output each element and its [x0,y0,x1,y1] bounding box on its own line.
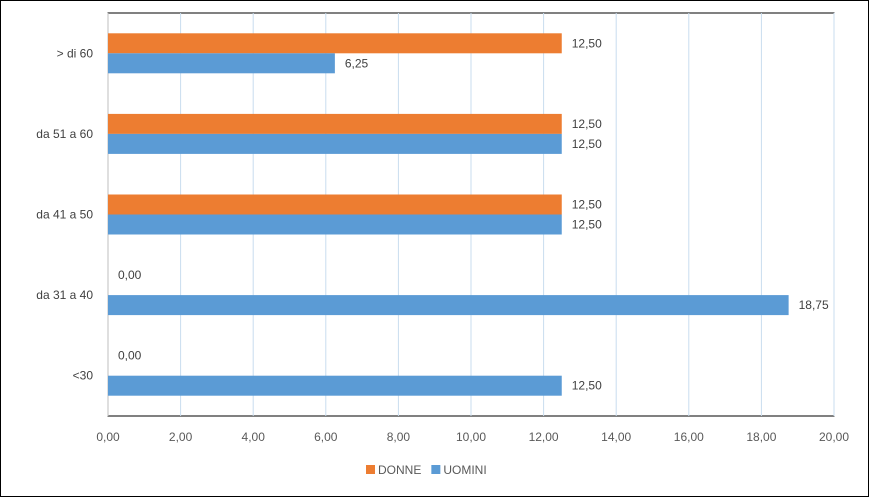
data-label-uomini: 6,25 [345,56,369,70]
y-category-label: da 31 a 40 [36,288,93,302]
data-label-uomini: 12,50 [572,137,602,151]
bar-donne [108,113,562,134]
data-label-uomini: 12,50 [572,379,602,393]
x-tick-label: 18,00 [746,430,776,444]
y-axis-categories: > di 60 da 51 a 60 da 41 a 50 da 31 a 40 <30 [36,46,93,382]
x-tick-label: 2,00 [169,430,193,444]
data-label-uomini: 18,75 [799,298,829,312]
bar-uomini [108,375,562,396]
legend-label-uomini: UOMINI [443,463,486,477]
x-tick-label: 14,00 [601,430,631,444]
x-tick-label: 6,00 [314,430,338,444]
x-tick-label: 0,00 [96,430,120,444]
x-tick-label: 10,00 [456,430,486,444]
data-label-donne: 12,50 [572,198,602,212]
y-category-label: da 41 a 50 [36,208,93,222]
data-labels: 12,50 6,25 12,50 12,50 12,50 12,50 0,00 18,75 0,… [118,36,829,392]
legend: DONNE UOMINI [366,463,487,477]
data-label-donne: 0,00 [118,349,142,363]
bar-donne [108,33,562,54]
x-tick-label: 4,00 [242,430,266,444]
data-label-donne: 12,50 [572,36,602,50]
x-tick-label: 12,00 [529,430,559,444]
data-label-donne: 0,00 [118,268,142,282]
x-tick-label: 16,00 [674,430,704,444]
x-tick-label: 8,00 [387,430,411,444]
bar-uomini [108,214,562,235]
legend-swatch-donne [366,465,375,474]
y-category-label: <30 [73,369,94,383]
bars [108,33,789,396]
bar-uomini [108,53,335,74]
bar-uomini [108,133,562,154]
x-tick-label: 20,00 [819,430,849,444]
y-category-label: da 51 a 60 [36,127,93,141]
bar-uomini [108,295,789,316]
x-axis-ticks: 0,00 2,00 4,00 6,00 8,00 10,00 12,00 14,00 16,00… [96,430,849,444]
bar-donne [108,194,562,215]
y-category-label: > di 60 [57,46,94,60]
data-label-uomini: 12,50 [572,218,602,232]
data-label-donne: 12,50 [572,117,602,131]
legend-label-donne: DONNE [378,463,421,477]
legend-swatch-uomini [431,465,441,474]
